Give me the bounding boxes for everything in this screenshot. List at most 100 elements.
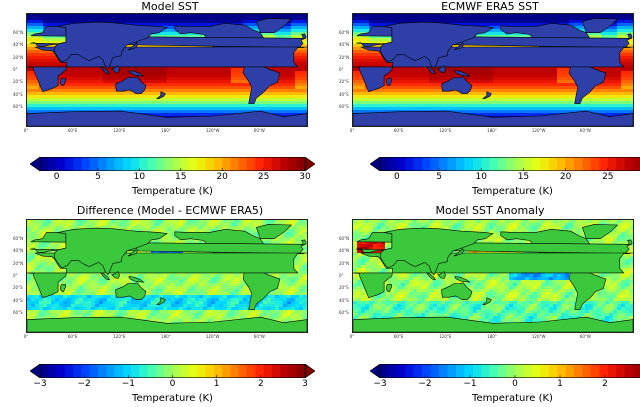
heatmap-cell bbox=[437, 98, 442, 102]
heatmap-cell bbox=[71, 17, 76, 21]
heatmap-cell bbox=[39, 104, 44, 108]
heatmap-cell bbox=[417, 95, 422, 99]
heatmap-cell bbox=[67, 20, 72, 24]
heatmap-cell bbox=[481, 80, 486, 84]
heatmap-cell bbox=[159, 14, 164, 18]
heatmap-cell bbox=[239, 95, 244, 99]
heatmap-cell bbox=[231, 92, 236, 96]
heatmap-cell bbox=[51, 101, 56, 105]
heatmap-cell bbox=[39, 41, 44, 45]
colorbar-segment bbox=[189, 157, 198, 171]
heatmap-cell bbox=[47, 62, 52, 66]
heatmap-cell bbox=[183, 17, 188, 21]
heatmap-cell bbox=[267, 32, 272, 36]
heatmap-cell bbox=[453, 92, 458, 96]
heatmap-cell bbox=[445, 68, 450, 72]
heatmap-cell bbox=[63, 92, 68, 96]
heatmap-cell bbox=[517, 74, 522, 78]
heatmap-cell bbox=[625, 17, 630, 21]
heatmap-cell bbox=[43, 23, 48, 27]
heatmap-cell bbox=[163, 98, 168, 102]
heatmap-cell bbox=[441, 17, 446, 21]
heatmap-cell bbox=[183, 35, 188, 39]
colorbar-ticks: 0 5 10 15 20 25 30 bbox=[0, 172, 330, 184]
heatmap-cell bbox=[195, 110, 200, 114]
heatmap-cell bbox=[621, 53, 626, 57]
heatmap-cell bbox=[629, 20, 633, 24]
heatmap-cell bbox=[421, 80, 426, 84]
heatmap-cell bbox=[95, 80, 100, 84]
heatmap-cell bbox=[609, 26, 614, 30]
heatmap-cell bbox=[247, 110, 252, 114]
heatmap-cell bbox=[163, 104, 168, 108]
heatmap-cell bbox=[99, 20, 104, 24]
heatmap-cell bbox=[195, 86, 200, 90]
heatmap-cell bbox=[235, 77, 240, 81]
heatmap-cell bbox=[385, 110, 390, 114]
heatmap-cell bbox=[557, 74, 562, 78]
heatmap-cell bbox=[191, 104, 196, 108]
heatmap-cell bbox=[191, 20, 196, 24]
heatmap-cell bbox=[59, 41, 64, 45]
heatmap-cell bbox=[617, 107, 622, 111]
heatmap-cell bbox=[155, 68, 160, 72]
heatmap-cell bbox=[385, 74, 390, 78]
heatmap-cell bbox=[271, 32, 276, 36]
heatmap-cell bbox=[489, 35, 494, 39]
heatmap-cell bbox=[95, 86, 100, 90]
heatmap-cell bbox=[409, 95, 414, 99]
heatmap-cell bbox=[537, 104, 542, 108]
heatmap-cell bbox=[295, 107, 300, 111]
heatmap-cell bbox=[247, 86, 252, 90]
heatmap-cell bbox=[199, 113, 204, 117]
heatmap-cell bbox=[357, 74, 362, 78]
heatmap-cell bbox=[497, 35, 502, 39]
heatmap-cell bbox=[569, 98, 574, 102]
heatmap-cell bbox=[429, 74, 434, 78]
heatmap-cell bbox=[59, 74, 64, 78]
heatmap-cell bbox=[211, 110, 216, 114]
heatmap-cell bbox=[361, 47, 366, 51]
heatmap-cell bbox=[373, 62, 378, 66]
heatmap-cell bbox=[47, 104, 52, 108]
heatmap-cell bbox=[299, 29, 304, 33]
heatmap-cell bbox=[549, 89, 554, 93]
heatmap-cell bbox=[525, 92, 530, 96]
heatmap-cell bbox=[473, 98, 478, 102]
heatmap-cell bbox=[505, 20, 510, 24]
heatmap-cell bbox=[417, 83, 422, 87]
heatmap-cell bbox=[279, 89, 284, 93]
heatmap-cell bbox=[369, 50, 374, 54]
heatmap-cell bbox=[235, 68, 240, 72]
heatmap-cell bbox=[525, 95, 530, 99]
heatmap-cell bbox=[119, 77, 124, 81]
heatmap-cell bbox=[175, 71, 180, 75]
heatmap-cell bbox=[95, 92, 100, 96]
heatmap-cell bbox=[445, 77, 450, 81]
heatmap-cell bbox=[357, 50, 362, 54]
heatmap-cell bbox=[473, 20, 478, 24]
heatmap-cell bbox=[469, 98, 474, 102]
heatmap-cell bbox=[79, 20, 84, 24]
heatmap-cell bbox=[545, 95, 550, 99]
heatmap-cell bbox=[529, 23, 534, 27]
heatmap-cell bbox=[525, 74, 530, 78]
heatmap-cell bbox=[553, 107, 558, 111]
heatmap-cell bbox=[429, 92, 434, 96]
heatmap-cell bbox=[401, 107, 406, 111]
heatmap-cell bbox=[179, 113, 184, 117]
heatmap-cell bbox=[107, 74, 112, 78]
heatmap-cell bbox=[75, 74, 80, 78]
heatmap-cell bbox=[397, 92, 402, 96]
heatmap-cell bbox=[131, 68, 136, 72]
heatmap-cell bbox=[283, 32, 288, 36]
heatmap-cell bbox=[437, 89, 442, 93]
heatmap-cell bbox=[43, 107, 48, 111]
heatmap-cell bbox=[267, 14, 272, 18]
heatmap-cell bbox=[255, 104, 260, 108]
heatmap-cell bbox=[247, 23, 252, 27]
heatmap-cell bbox=[283, 14, 288, 18]
heatmap-cell bbox=[625, 104, 630, 108]
heatmap-cell bbox=[63, 74, 68, 78]
heatmap-cell bbox=[55, 14, 60, 18]
